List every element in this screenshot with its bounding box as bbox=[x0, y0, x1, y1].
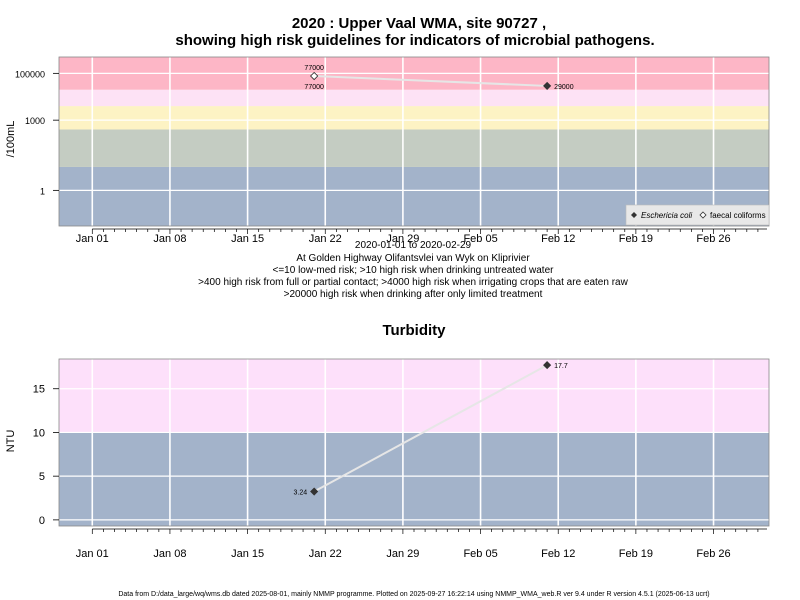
plot-frame bbox=[58, 358, 770, 527]
x-tick-label: Jan 01 bbox=[76, 548, 109, 560]
risk-band bbox=[59, 359, 769, 433]
date-range: 2020-01-01 to 2020-02-29 bbox=[355, 240, 472, 251]
data-label: 29000 bbox=[554, 84, 574, 91]
guideline-note-2: >400 high risk from full or partial cont… bbox=[198, 277, 628, 288]
legend: Eschericia coli faecal coliforms bbox=[625, 204, 770, 226]
guideline-note-1: <=10 low-med risk; >10 high risk when dr… bbox=[273, 265, 555, 276]
data-point bbox=[543, 361, 552, 370]
y-axis: 1 1000 100000 bbox=[15, 69, 59, 196]
turbidity-title: Turbidity bbox=[382, 322, 446, 339]
x-tick-label: Feb 26 bbox=[696, 233, 730, 245]
series-line bbox=[313, 364, 548, 493]
microbial-plot: 77000 29000 77000 1 1000 100000 Jan 01 Jan 08… bbox=[15, 56, 770, 245]
x-tick-label: Feb 12 bbox=[541, 233, 575, 245]
y-tick-label: 1000 bbox=[25, 116, 45, 126]
data-label: 17.7 bbox=[554, 363, 568, 370]
y-axis: 0 5 10 15 bbox=[33, 384, 59, 527]
legend-marker-faecal bbox=[699, 211, 707, 219]
x-tick-label: Jan 08 bbox=[153, 233, 186, 245]
y-tick-label: 100000 bbox=[15, 69, 45, 79]
x-tick-label: Jan 22 bbox=[309, 548, 342, 560]
legend-box bbox=[625, 204, 770, 226]
risk-bands bbox=[59, 359, 769, 526]
x-axis: Jan 01 Jan 08 Jan 15 Jan 22 Jan 29 Feb 05 Feb … bbox=[76, 228, 767, 245]
legend-marker-ecoli bbox=[631, 212, 637, 218]
series-line bbox=[314, 75, 548, 87]
legend-label-faecal: faecal coliforms bbox=[710, 211, 766, 220]
data-point bbox=[310, 71, 319, 81]
site-description: At Golden Highway Olifantsvlei van Wyk o… bbox=[296, 253, 530, 264]
risk-bands bbox=[59, 57, 769, 226]
y-tick-label: 15 bbox=[33, 384, 45, 396]
x-tick-label: Jan 15 bbox=[231, 548, 264, 560]
y-tick-label: 0 bbox=[39, 515, 45, 527]
x-tick-label: Jan 29 bbox=[386, 548, 419, 560]
plot-frame bbox=[58, 56, 770, 227]
legend-label-ecoli: Eschericia coli bbox=[641, 211, 692, 220]
data-label: 77000 bbox=[304, 84, 324, 91]
x-tick-label: Feb 05 bbox=[463, 233, 497, 245]
x-axis: Jan 01 Jan 08 Jan 15 Jan 22 Jan 29 Feb 05 Feb … bbox=[76, 528, 767, 560]
gridlines bbox=[59, 57, 769, 226]
data-points: 77000 29000 77000 bbox=[304, 65, 573, 91]
y-axis-label-ntu: NTU bbox=[5, 430, 17, 453]
data-point bbox=[310, 487, 319, 496]
guideline-note-3: >20000 high risk when drinking after onl… bbox=[284, 289, 543, 300]
x-tick-label: Jan 22 bbox=[309, 233, 342, 245]
x-tick-label: Jan 01 bbox=[76, 233, 109, 245]
risk-band bbox=[59, 89, 769, 107]
chart-title-line2: showing high risk guidelines for indicat… bbox=[175, 32, 654, 49]
risk-band bbox=[59, 106, 769, 130]
series-lines bbox=[313, 364, 548, 493]
x-tick-label: Feb 19 bbox=[619, 233, 653, 245]
turbidity-plot: 3.24 17.7 0 5 10 15 Jan 01 Jan 08 Jan 15 Jan 22… bbox=[33, 358, 770, 560]
x-tick-label: Feb 12 bbox=[541, 548, 575, 560]
x-tick-label: Jan 08 bbox=[153, 548, 186, 560]
y-tick-label: 1 bbox=[40, 186, 45, 196]
data-points: 3.24 17.7 bbox=[294, 361, 568, 497]
chart-title-line1: 2020 : Upper Vaal WMA, site 90727 , bbox=[292, 15, 546, 32]
x-tick-label: Feb 19 bbox=[619, 548, 653, 560]
x-tick-label: Feb 26 bbox=[696, 548, 730, 560]
x-tick-label: Jan 29 bbox=[386, 233, 419, 245]
risk-band bbox=[59, 432, 769, 526]
gridlines bbox=[59, 359, 769, 526]
series-lines bbox=[314, 75, 548, 87]
y-tick-label: 5 bbox=[39, 471, 45, 483]
y-tick-label: 10 bbox=[33, 427, 45, 439]
data-label: 3.24 bbox=[294, 490, 308, 497]
y-axis-label: /100mL bbox=[5, 121, 17, 158]
x-tick-label: Jan 15 bbox=[231, 233, 264, 245]
footer-note: Data from D:/data_large/wq/wms.db dated … bbox=[118, 591, 709, 598]
data-point bbox=[543, 81, 552, 91]
x-tick-label: Feb 05 bbox=[463, 548, 497, 560]
risk-band bbox=[59, 129, 769, 167]
data-label: 77000 bbox=[304, 65, 324, 72]
